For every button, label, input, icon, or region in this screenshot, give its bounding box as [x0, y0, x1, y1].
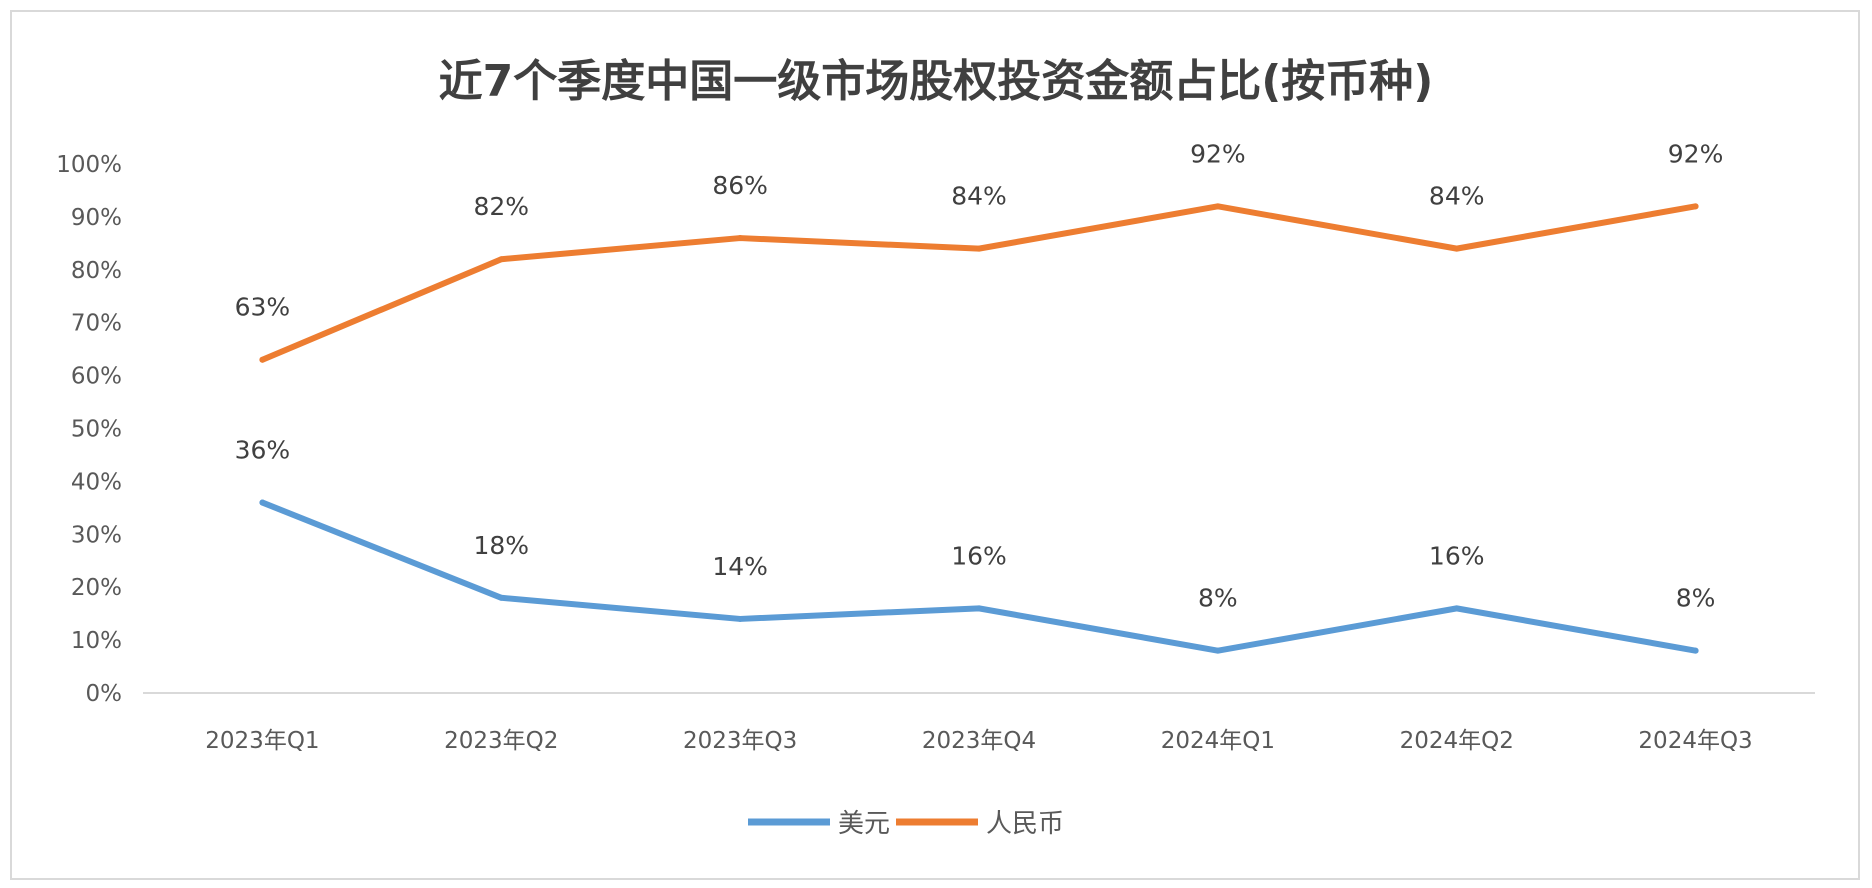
- data-label: 16%: [951, 541, 1007, 570]
- data-point: [259, 499, 266, 506]
- data-point: [1692, 203, 1699, 210]
- data-point: [976, 605, 982, 612]
- data-label: 82%: [473, 192, 529, 221]
- y-tick-label: 90%: [71, 205, 122, 231]
- data-point: [1692, 647, 1699, 654]
- data-label: 86%: [712, 171, 768, 200]
- y-tick-label: 10%: [71, 628, 122, 654]
- y-tick-label: 50%: [71, 417, 122, 443]
- series-line-0: [259, 499, 1699, 654]
- x-tick-label: 2023年Q4: [922, 728, 1036, 754]
- data-label: 92%: [1190, 139, 1246, 168]
- data-point: [1453, 245, 1460, 252]
- x-tick-label: 2024年Q1: [1161, 728, 1275, 754]
- chart-frame: [10, 10, 1860, 880]
- y-tick-label: 0%: [86, 681, 123, 707]
- data-point: [737, 235, 744, 242]
- data-label: 92%: [1668, 139, 1724, 168]
- y-tick-label: 70%: [71, 311, 122, 337]
- x-tick-label: 2024年Q2: [1400, 728, 1514, 754]
- data-label: 8%: [1198, 584, 1238, 613]
- legend-label: 人民币: [986, 809, 1064, 839]
- data-point: [259, 356, 266, 363]
- data-label: 8%: [1676, 584, 1716, 613]
- data-point: [976, 245, 982, 252]
- x-tick-label: 2023年Q3: [683, 728, 797, 754]
- data-point: [498, 256, 505, 263]
- y-tick-label: 80%: [71, 258, 122, 284]
- data-point: [737, 615, 744, 622]
- x-tick-label: 2023年Q1: [205, 728, 319, 754]
- data-point: [1214, 647, 1221, 654]
- data-label: 18%: [473, 531, 529, 560]
- y-tick-label: 40%: [71, 469, 122, 495]
- y-tick-label: 30%: [71, 522, 122, 548]
- x-tick-label: 2024年Q3: [1638, 728, 1752, 754]
- data-point: [1214, 203, 1221, 210]
- x-tick-label: 2023年Q2: [444, 728, 558, 754]
- y-tick-label: 60%: [71, 364, 122, 390]
- series-line-1: [259, 203, 1699, 363]
- data-label: 36%: [235, 436, 291, 465]
- data-point: [498, 594, 505, 601]
- legend-label: 美元: [838, 809, 890, 839]
- data-label: 84%: [1429, 182, 1485, 211]
- data-label: 84%: [951, 182, 1007, 211]
- data-label: 14%: [712, 552, 768, 581]
- y-tick-label: 20%: [71, 575, 122, 601]
- y-tick-label: 100%: [56, 152, 122, 178]
- chart-title: 近7个季度中国一级市场股权投资金额占比(按币种): [439, 56, 1434, 107]
- data-label: 16%: [1429, 541, 1485, 570]
- data-label: 63%: [235, 293, 291, 322]
- data-point: [1453, 605, 1460, 612]
